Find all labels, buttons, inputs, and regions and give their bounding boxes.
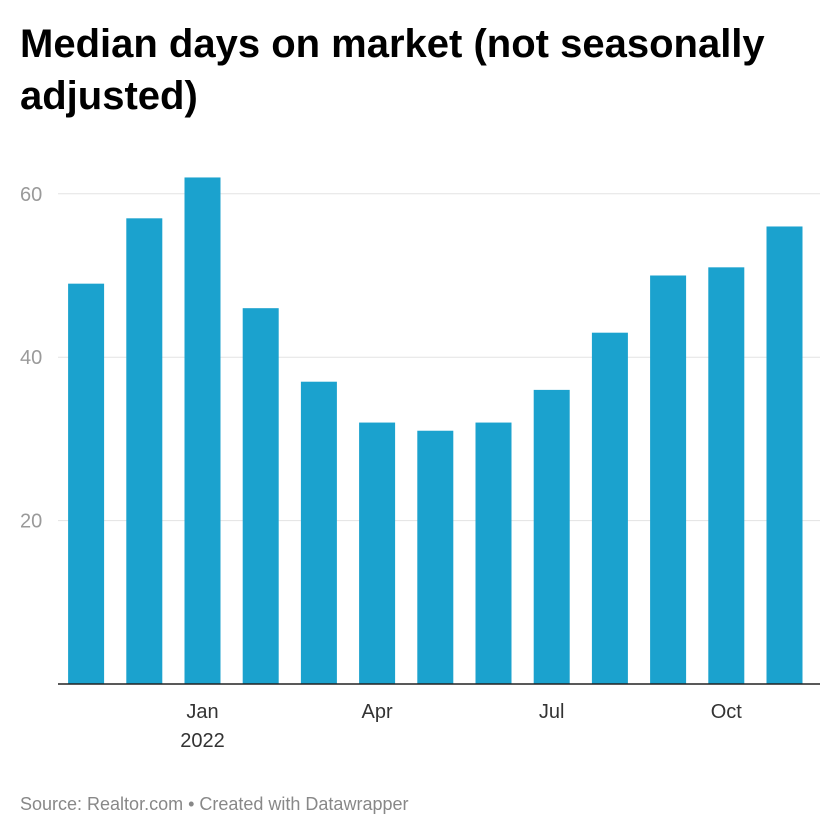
bar-11	[650, 275, 687, 684]
x-tick-label: Oct	[711, 701, 743, 723]
bar-4	[242, 308, 279, 684]
x-tick-label: Apr	[362, 701, 393, 723]
bar-8	[475, 422, 512, 684]
bar-7	[417, 430, 454, 684]
y-tick-label: 20	[20, 511, 42, 533]
bar-5	[300, 381, 337, 684]
x-axis: Jan 2022 Apr Jul Oct	[58, 683, 820, 752]
bar-6	[359, 422, 396, 684]
bar-10	[591, 332, 628, 684]
bar-2	[126, 218, 163, 684]
source-footer: Source: Realtor.com • Created with Dataw…	[20, 794, 409, 814]
bar-13	[766, 226, 803, 685]
bars	[68, 177, 803, 685]
bar-chart: 20 40 60 Jan 2022 Apr Jul Oct	[20, 177, 820, 752]
chart-title: Median days on market (not seasonally ad…	[20, 22, 765, 118]
y-tick-label: 40	[20, 347, 42, 369]
x-tick-year-label: 2022	[180, 730, 225, 752]
bar-1	[68, 283, 105, 684]
bar-12	[708, 267, 745, 684]
x-tick-label: Jan	[186, 701, 218, 723]
bar-3	[184, 177, 221, 684]
x-tick-label: Jul	[539, 701, 565, 723]
bar-9	[533, 389, 570, 684]
y-tick-label: 60	[20, 184, 42, 206]
